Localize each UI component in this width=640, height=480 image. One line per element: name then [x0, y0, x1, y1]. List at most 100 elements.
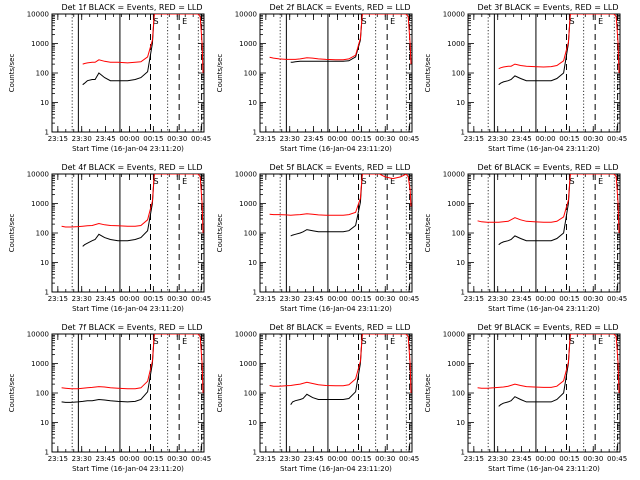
chart-panel-8: Det 8f BLACK = Events, RED = LLD S E 1 10 100…	[216, 323, 419, 473]
x-tick-label: 00:45	[191, 135, 211, 143]
x-tick-label: 00:15	[143, 295, 163, 303]
lld-series-line	[61, 334, 204, 394]
series-group	[269, 334, 412, 405]
y-tick-label: 1	[461, 129, 465, 137]
x-tick-label: 23:30	[488, 135, 508, 143]
y-tick-label: 1000	[239, 200, 257, 208]
x-tick-label: 23:45	[304, 455, 324, 463]
x-tick-label: 00:30	[583, 135, 603, 143]
x-tick-label: 23:15	[256, 295, 276, 303]
x-tick-label: 23:15	[464, 295, 484, 303]
y-tick-label: 1000	[31, 40, 49, 48]
plot-frame	[467, 333, 621, 453]
lld-series-line	[61, 174, 204, 234]
y-axis-label: Counts/sec	[8, 54, 16, 93]
end-marker-label: E	[598, 337, 603, 346]
lld-series-line	[477, 174, 620, 234]
chart-panel-9: Det 9f BLACK = Events, RED = LLD S E 1 10 100…	[424, 323, 627, 473]
x-tick-label: 23:15	[464, 455, 484, 463]
series-group	[61, 174, 204, 247]
x-tick-label: 23:45	[512, 455, 532, 463]
y-tick-label: 10	[456, 259, 465, 267]
start-marker-label: S	[361, 337, 366, 346]
series-group	[82, 14, 204, 86]
start-marker-label: S	[569, 337, 574, 346]
end-marker-label: E	[182, 177, 187, 186]
x-tick-label: 00:45	[607, 135, 627, 143]
y-tick-label: 10	[248, 419, 257, 427]
lld-series-line	[269, 174, 412, 216]
x-tick-label: 00:00	[535, 455, 555, 463]
end-marker-label: E	[390, 337, 395, 346]
x-tick-label: 00:00	[535, 135, 555, 143]
y-tick-label: 10000	[27, 331, 49, 339]
plot-frame	[467, 13, 621, 133]
chart-panel-6: Det 6f BLACK = Events, RED = LLD S E 1 10 100…	[424, 163, 627, 313]
y-axis-label: Counts/sec	[216, 214, 224, 253]
y-tick-label: 1000	[31, 200, 49, 208]
series-group	[269, 14, 412, 65]
panel-title: Det 3f BLACK = Events, RED = LLD	[477, 3, 618, 12]
y-axis-label: Counts/sec	[8, 374, 16, 413]
panel-title: Det 4f BLACK = Events, RED = LLD	[61, 163, 202, 172]
start-marker-label: S	[153, 337, 158, 346]
y-axis-label: Counts/sec	[424, 374, 432, 413]
y-tick-label: 1	[253, 129, 257, 137]
x-tick-label: 00:30	[583, 295, 603, 303]
panel-title: Det 9f BLACK = Events, RED = LLD	[477, 323, 618, 332]
end-marker-label: E	[598, 177, 603, 186]
y-axis-label: Counts/sec	[8, 214, 16, 253]
x-tick-label: 00:45	[399, 135, 419, 143]
x-axis-label: Start Time (16-Jan-04 23:11:20)	[488, 305, 600, 313]
x-tick-label: 23:30	[72, 135, 92, 143]
x-tick-label: 00:00	[119, 455, 139, 463]
x-tick-label: 00:00	[119, 295, 139, 303]
y-tick-label: 1	[45, 129, 49, 137]
y-tick-label: 10000	[235, 331, 257, 339]
panel-title: Det 1f BLACK = Events, RED = LLD	[61, 3, 202, 12]
y-axis-label: Counts/sec	[424, 214, 432, 253]
x-axis-label: Start Time (16-Jan-04 23:11:20)	[488, 145, 600, 153]
panel-title: Det 5f BLACK = Events, RED = LLD	[269, 163, 410, 172]
x-tick-label: 00:45	[607, 455, 627, 463]
x-tick-label: 00:00	[119, 135, 139, 143]
x-tick-label: 23:30	[72, 295, 92, 303]
start-marker-label: S	[569, 17, 574, 26]
y-tick-label: 1	[253, 289, 257, 297]
x-tick-label: 00:30	[167, 295, 187, 303]
y-axis-label: Counts/sec	[424, 54, 432, 93]
x-tick-label: 00:45	[607, 295, 627, 303]
plot-frame	[51, 333, 205, 453]
series-group	[498, 14, 620, 86]
events-series-line	[498, 14, 573, 86]
chart-panel-4: Det 4f BLACK = Events, RED = LLD S E 1 10 100…	[8, 163, 211, 313]
x-tick-label: 23:15	[256, 455, 276, 463]
y-tick-label: 10	[248, 99, 257, 107]
y-tick-label: 1	[253, 449, 257, 457]
x-tick-label: 00:15	[143, 455, 163, 463]
x-tick-label: 00:30	[167, 135, 187, 143]
x-tick-label: 23:45	[512, 135, 532, 143]
y-tick-label: 100	[452, 70, 465, 78]
chart-panel-1: Det 1f BLACK = Events, RED = LLD S E 1 10 100…	[8, 3, 211, 153]
x-axis-label: Start Time (16-Jan-04 23:11:20)	[280, 145, 392, 153]
x-tick-label: 23:45	[96, 455, 116, 463]
y-tick-label: 10000	[443, 331, 465, 339]
lld-series-line	[269, 334, 412, 394]
y-axis-label: Counts/sec	[216, 54, 224, 93]
panel-title: Det 2f BLACK = Events, RED = LLD	[269, 3, 410, 12]
y-tick-label: 10000	[27, 11, 49, 19]
y-tick-label: 1000	[447, 360, 465, 368]
series-group	[477, 334, 620, 407]
events-series-line	[498, 174, 573, 246]
x-tick-label: 00:15	[559, 135, 579, 143]
lld-series-line	[498, 14, 620, 74]
x-tick-label: 00:45	[191, 295, 211, 303]
panel-title: Det 7f BLACK = Events, RED = LLD	[61, 323, 202, 332]
x-tick-label: 23:15	[256, 135, 276, 143]
x-tick-label: 23:15	[48, 295, 68, 303]
start-marker-label: S	[153, 17, 158, 26]
end-marker-label: E	[182, 337, 187, 346]
x-tick-label: 00:30	[583, 455, 603, 463]
